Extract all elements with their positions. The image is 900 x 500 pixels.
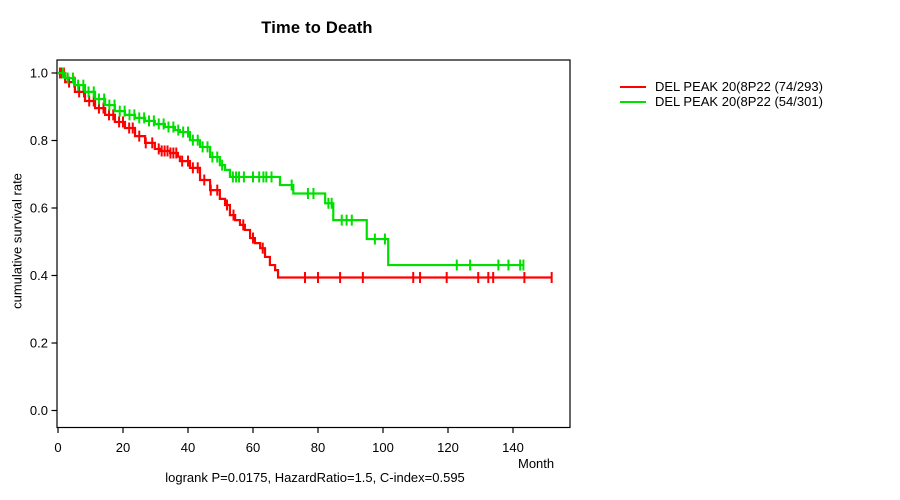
legend: DEL PEAK 20(8P22 (74/293) DEL PEAK 20(8P… xyxy=(620,79,823,109)
x-tick-label: 80 xyxy=(311,440,325,455)
x-axis: 0 20 40 60 80 100 120 140 xyxy=(54,427,524,455)
y-tick-label: 0.8 xyxy=(30,133,48,148)
x-tick-label: 0 xyxy=(54,440,61,455)
legend-label-green: DEL PEAK 20(8P22 (54/301) xyxy=(655,94,823,109)
green-line-swatch xyxy=(620,100,646,103)
x-tick-label: 40 xyxy=(181,440,195,455)
legend-label-red: DEL PEAK 20(8P22 (74/293) xyxy=(655,79,823,94)
x-tick-label: 100 xyxy=(372,440,394,455)
y-tick-label: 0.6 xyxy=(30,201,48,216)
x-tick-label: 60 xyxy=(246,440,260,455)
stats-footnote: logrank P=0.0175, HazardRatio=1.5, C-ind… xyxy=(165,470,465,485)
x-axis-unit-label: Month xyxy=(518,456,555,471)
y-axis: 0.0 0.2 0.4 0.6 0.8 1.0 xyxy=(30,66,57,418)
y-tick-label: 0.2 xyxy=(30,336,48,351)
x-tick-label: 140 xyxy=(502,440,524,455)
y-tick-label: 0.4 xyxy=(30,268,48,283)
survival-curve-green xyxy=(58,71,524,267)
chart-title: Time to Death xyxy=(261,19,373,37)
y-tick-label: 1.0 xyxy=(30,66,48,81)
red-line-swatch xyxy=(620,85,646,88)
censor-ticks-red xyxy=(58,67,553,284)
plot-box xyxy=(56,59,571,429)
survival-curve-red xyxy=(58,71,552,279)
legend-item-green: DEL PEAK 20(8P22 (54/301) xyxy=(620,94,823,109)
y-tick-label: 0.0 xyxy=(30,403,48,418)
x-tick-label: 20 xyxy=(116,440,130,455)
legend-item-red: DEL PEAK 20(8P22 (74/293) xyxy=(620,79,823,94)
censor-ticks-green xyxy=(61,67,525,271)
x-tick-label: 120 xyxy=(437,440,459,455)
